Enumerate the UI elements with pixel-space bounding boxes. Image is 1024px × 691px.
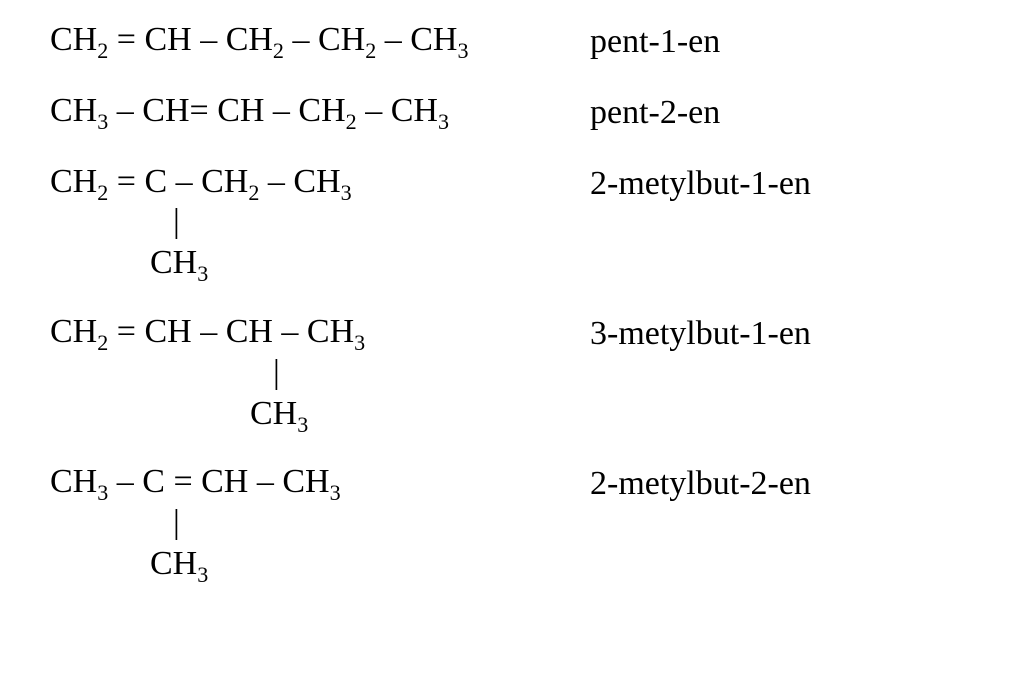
formula-main: CH3 – C = CH – CH3 (50, 463, 341, 500)
formula: CH2 = CH – CH2 – CH2 – CH3 (50, 20, 590, 61)
formula: CH2 = C – CH2 – CH3|CH3 (50, 162, 590, 284)
formula-main: CH2 = C – CH2 – CH3 (50, 163, 352, 200)
formula-main: CH2 = CH – CH – CH3 (50, 313, 365, 350)
formula-main: CH2 = CH – CH2 – CH2 – CH3 (50, 21, 469, 58)
branch-bond-icon: | (50, 353, 590, 394)
compound-name: 3-metylbut-1-en (590, 312, 811, 355)
compound-row: CH3 – CH= CH – CH2 – CH3 pent-2-en (50, 91, 994, 134)
formula: CH3 – CH= CH – CH2 – CH3 (50, 91, 590, 132)
formula-main: CH3 – CH= CH – CH2 – CH3 (50, 92, 449, 129)
page: CH2 = CH – CH2 – CH2 – CH3 pent-1-en CH3 –… (0, 0, 1024, 691)
formula-branch: CH3 (50, 394, 590, 435)
branch-bond-icon: | (50, 503, 590, 544)
compound-list: CH2 = CH – CH2 – CH2 – CH3 pent-1-en CH3 –… (50, 20, 994, 585)
formula-branch: CH3 (50, 243, 590, 284)
compound-name: pent-2-en (590, 91, 720, 134)
formula: CH2 = CH – CH – CH3|CH3 (50, 312, 590, 434)
formula-branch: CH3 (50, 544, 590, 585)
compound-name: pent-1-en (590, 20, 720, 63)
compound-row: CH2 = CH – CH2 – CH2 – CH3 pent-1-en (50, 20, 994, 63)
compound-name: 2-metylbut-2-en (590, 462, 811, 505)
formula: CH3 – C = CH – CH3|CH3 (50, 462, 590, 584)
compound-name: 2-metylbut-1-en (590, 162, 811, 205)
compound-row: CH2 = C – CH2 – CH3|CH32-metylbut-1-en (50, 162, 994, 284)
branch-bond-icon: | (50, 202, 590, 243)
compound-row: CH3 – C = CH – CH3|CH32-metylbut-2-en (50, 462, 994, 584)
compound-row: CH2 = CH – CH – CH3|CH33-metylbut-1-en (50, 312, 994, 434)
